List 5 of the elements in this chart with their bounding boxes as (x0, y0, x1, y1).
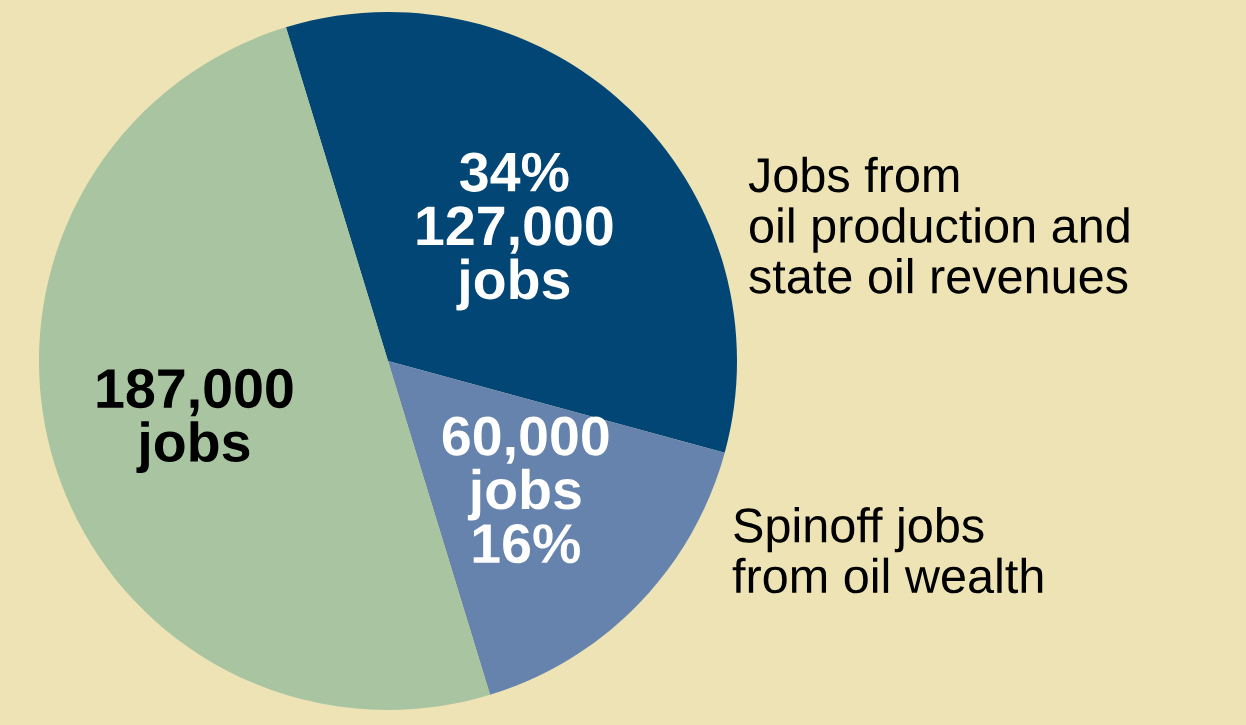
data-label: 34% 127,000 jobs (417, 152, 613, 311)
slice-label: Jobs from oil production and state oil revenues (748, 156, 1129, 294)
data-label: 60,000 jobs 16% (442, 416, 609, 564)
slice-label: Spinoff jobs from oil wealth (732, 507, 1043, 594)
data-label: 187,000 jobs (97, 368, 293, 473)
